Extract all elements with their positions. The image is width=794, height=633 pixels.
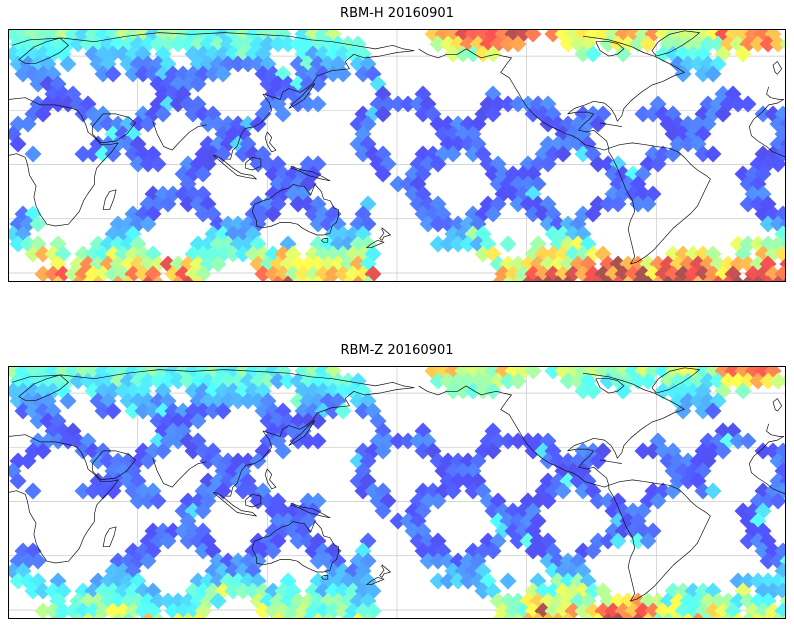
chart-title-rbm-h: RBM-H 20160901 — [340, 6, 454, 21]
chart-title-rbm-z: RBM-Z 20160901 — [340, 343, 454, 358]
map-panel-rbm-z — [8, 366, 786, 619]
map-panel-rbm-h — [8, 29, 786, 282]
